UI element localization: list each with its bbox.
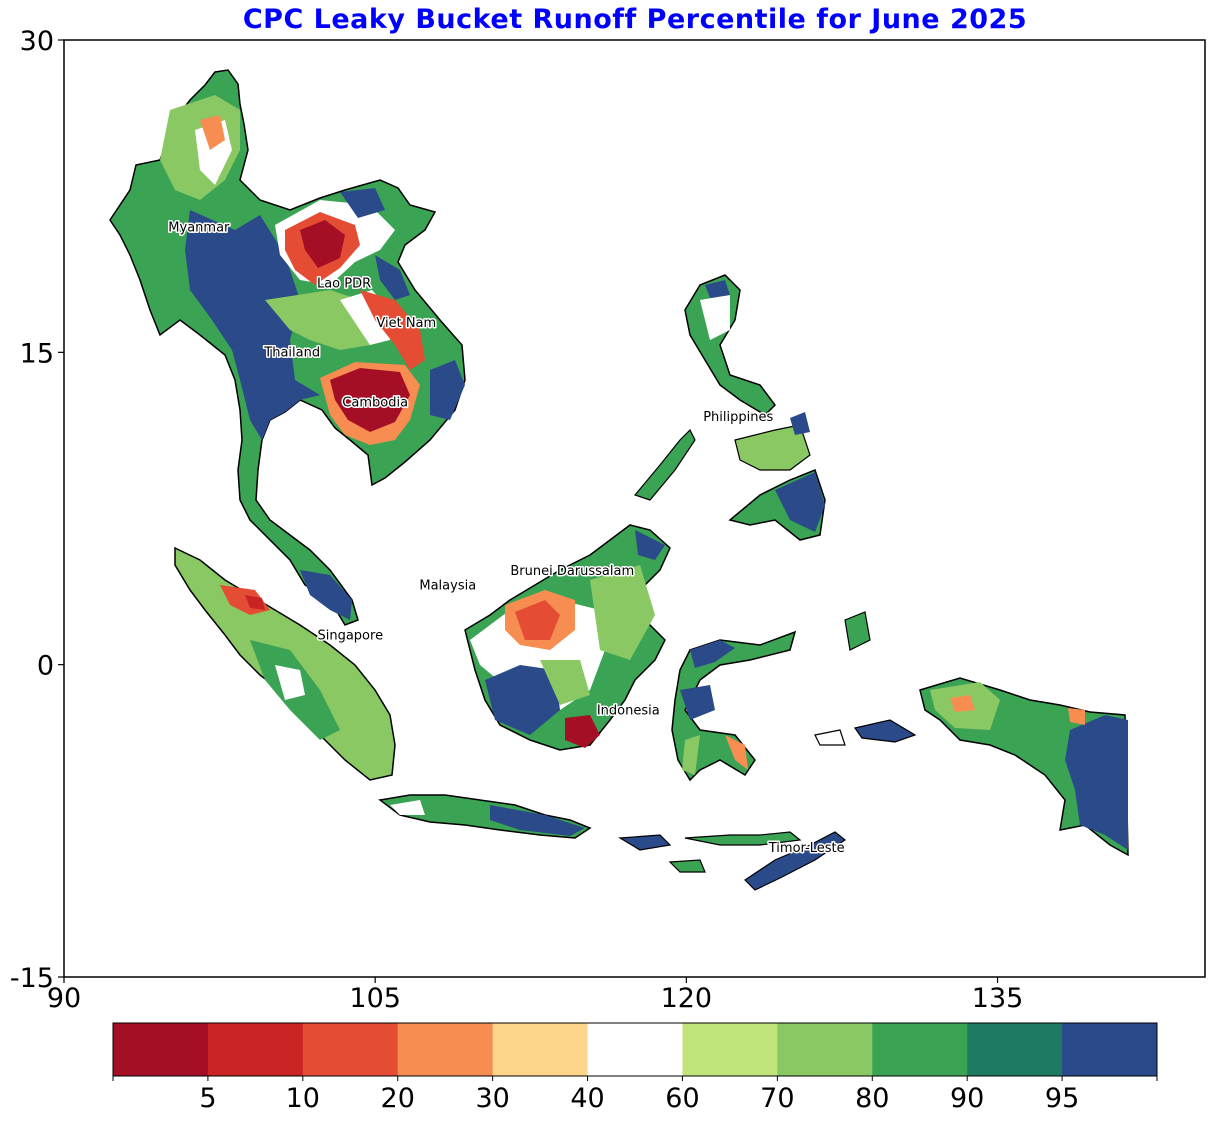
country-label: Indonesia: [597, 703, 660, 718]
colorbar-frame: [112, 1022, 1158, 1077]
colorbar-segment: [302, 1023, 399, 1076]
colorbar-segment: [587, 1023, 683, 1076]
sulawesi-landmass: [671, 630, 797, 782]
runoff-high-sulawesi: [690, 640, 735, 668]
runoff-high-sulawesi-2: [680, 685, 715, 720]
colorbar-tick-label: 90: [950, 1083, 984, 1114]
y-tick-label: 30: [20, 26, 54, 57]
buru: [814, 729, 846, 746]
chart-title: CPC Leaky Bucket Runoff Percentile for J…: [242, 4, 1028, 35]
colorbar-segment: [397, 1023, 494, 1076]
seram: [853, 719, 917, 743]
x-tick-label: 120: [661, 983, 713, 1014]
runoff-low-vn: [360, 290, 425, 370]
x-tick-label: 90: [47, 983, 81, 1014]
runoff-high-png: [1065, 715, 1128, 850]
y-tick-label: 15: [20, 338, 54, 369]
visayas-landmass: [734, 424, 811, 471]
timor-landmass: [744, 831, 847, 891]
runoff-high-vn-north: [340, 188, 385, 218]
country-label: Singapore: [317, 629, 383, 644]
runoff-verylow-sumatra: [245, 595, 265, 610]
runoff-high-java: [490, 805, 585, 836]
colorbar-segment: [872, 1023, 968, 1076]
runoff-high-vn-south: [430, 360, 465, 420]
colorbar-segment: [113, 1023, 209, 1076]
colorbar-tick-label: 60: [665, 1083, 699, 1114]
runoff-low-1: [200, 115, 225, 150]
country-label: Lao PDR: [317, 277, 371, 292]
palawan-landmass: [633, 428, 696, 501]
colorbar-segment: [967, 1023, 1063, 1076]
country-label: Philippines: [703, 410, 773, 425]
x-tick-label: 105: [349, 983, 401, 1014]
lesser-sunda-1: [618, 834, 672, 851]
plot-frame: [63, 39, 1206, 978]
axis-ticks: 90 105 120 135 30 15 0 -15: [10, 26, 1023, 1014]
colorbar-tick-label: 5: [199, 1083, 216, 1114]
y-tick-label: 0: [37, 651, 54, 682]
runoff-high-1: [185, 210, 320, 440]
runoff-low-sulawesi: [725, 735, 748, 770]
runoff-low-png-2: [1068, 708, 1085, 725]
halmahera: [844, 611, 871, 651]
colorbar-tick-label: 10: [286, 1083, 320, 1114]
runoff-normal-java: [390, 800, 425, 815]
country-label: Viet Nam: [376, 316, 436, 331]
colorbar-segment: [1062, 1023, 1158, 1076]
colorbar-segment: [682, 1023, 778, 1076]
runoff-verylow-laos: [300, 220, 345, 268]
colorbar-tick-label: 95: [1045, 1083, 1079, 1114]
colorbar-tick-label: 20: [381, 1083, 415, 1114]
runoff-high-3: [375, 255, 410, 300]
colorbar-segment: [492, 1023, 589, 1076]
runoff-normal-sumatra: [275, 665, 305, 700]
colorbar-segment: [777, 1023, 873, 1076]
colorbar-tick-label: 70: [760, 1083, 794, 1114]
x-tick-label: 135: [972, 983, 1024, 1014]
runoff-verylow-borneo: [565, 715, 600, 748]
map-area: [109, 69, 1129, 891]
runoff-high-luzon: [705, 280, 730, 298]
runoff-mid-sulawesi: [682, 735, 700, 775]
runoff-mid-borneo-2: [590, 565, 655, 660]
country-label: Cambodia: [342, 395, 408, 410]
country-label: Malaysia: [419, 579, 476, 594]
runoff-low-png: [950, 695, 975, 712]
country-label: Thailand: [263, 345, 320, 360]
runoff-verylow-cam: [330, 368, 410, 432]
colorbar-tick-label: 30: [475, 1083, 509, 1114]
runoff-high-malay: [300, 570, 352, 620]
country-label: Myanmar: [168, 220, 230, 235]
country-label: Timor-Leste: [768, 841, 845, 856]
runoff-high-2: [225, 260, 262, 320]
y-tick-label: -15: [10, 963, 54, 994]
colorbar: 5 10 20 30 40 60 70 80 90 95: [112, 1022, 1158, 1114]
runoff-high-samar: [790, 412, 810, 435]
colorbar-segment: [207, 1023, 304, 1076]
runoff-high-mindanao: [775, 472, 825, 532]
runoff-mid-borneo: [540, 660, 590, 705]
runoff-high-borneo: [485, 665, 560, 735]
lesser-sunda-2: [684, 831, 802, 846]
runoff-low-borneo-2: [515, 600, 560, 640]
country-labels: Myanmar Lao PDR Viet Nam Thailand Cambodia Ph…: [167, 219, 846, 858]
country-label: Brunei Darussalam: [510, 564, 634, 579]
lesser-sunda-3: [668, 859, 706, 873]
colorbar-tick-label: 40: [570, 1083, 604, 1114]
runoff-high-borneo-ne: [635, 530, 665, 560]
colorbar-tick-label: 80: [855, 1083, 889, 1114]
runoff-normal-luzon: [700, 295, 730, 340]
